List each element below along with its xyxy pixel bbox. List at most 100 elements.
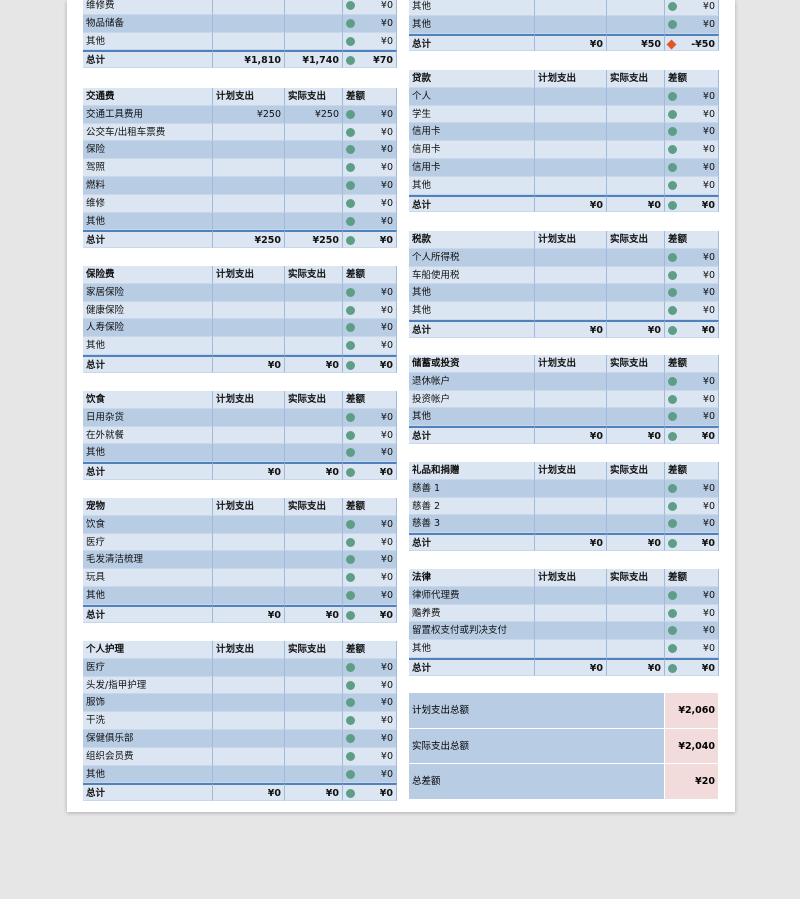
header-cell: 差额: [665, 355, 719, 373]
header-cell: 实际支出: [607, 231, 665, 249]
plan-cell: [535, 622, 607, 641]
cell-text: 实际支出: [288, 269, 327, 280]
cell-text: 总计: [412, 199, 432, 211]
diff-cell: ¥0: [343, 141, 397, 160]
diff-cell: ¥0: [665, 248, 719, 267]
cell-text: ¥0: [702, 126, 715, 138]
cell-text: 人寿保险: [86, 322, 125, 334]
actual-cell: [285, 337, 343, 355]
status-indicator: [668, 590, 677, 600]
cell-text: ¥0: [380, 679, 393, 691]
label-cell: 投资帐户: [409, 390, 535, 409]
actual-cell: [285, 426, 343, 445]
label-cell: 个人: [409, 87, 535, 106]
cell-text: ¥0: [379, 235, 393, 247]
cell-text: 在外就餐: [86, 429, 125, 441]
diff-cell: ¥0: [665, 372, 719, 391]
diff-cell: ¥0: [343, 426, 397, 445]
label-cell: 车船使用税: [409, 266, 535, 285]
cell-text: 总计: [412, 431, 432, 443]
diff-cell: ¥0: [665, 159, 719, 177]
header-cell: 宠物: [83, 498, 213, 516]
status-indicator: [346, 769, 355, 779]
plan-cell: [213, 444, 285, 463]
cell-text: ¥0: [380, 447, 393, 459]
total-actual: ¥50: [607, 33, 665, 52]
cell-text: 个人所得税: [412, 251, 460, 263]
total-plan: ¥0: [535, 426, 607, 444]
cell-text: 个人护理: [86, 644, 125, 655]
label-cell: 维修: [83, 194, 213, 213]
status-indicator: [668, 519, 677, 529]
cell-text: ¥0: [267, 788, 281, 800]
summary-label: 总差额: [409, 764, 665, 801]
actual-cell: [607, 497, 665, 516]
plan-cell: [213, 730, 285, 748]
status-indicator: [668, 145, 677, 155]
summary-label: 实际支出总额: [409, 728, 665, 765]
cell-text: ¥0: [380, 322, 393, 334]
status-indicator: [346, 145, 355, 155]
cell-text: ¥0: [380, 162, 393, 174]
cell-text: 总计: [86, 467, 106, 479]
cell-text: ¥0: [589, 663, 603, 674]
diff-cell: ¥0: [343, 765, 397, 784]
cell-text: 差额: [668, 572, 688, 583]
total-plan: ¥0: [535, 320, 607, 338]
cell-text: 实际支出: [610, 572, 649, 583]
cell-text: 贷款: [412, 73, 432, 84]
cell-text: 差额: [346, 91, 366, 102]
cell-text: ¥0: [702, 518, 715, 530]
label-cell: 燃料: [83, 177, 213, 195]
total-plan: ¥0: [213, 355, 285, 373]
cell-text: ¥0: [380, 411, 393, 423]
diff-cell: ¥0: [343, 587, 397, 605]
diff-cell: ¥0: [343, 319, 397, 338]
cell-text: 赡养费: [412, 607, 441, 619]
total-diff: ¥0: [665, 194, 719, 213]
total-actual: ¥0: [607, 194, 665, 213]
diff-cell: ¥0: [665, 515, 719, 534]
cell-text: 家居保险: [86, 286, 125, 298]
plan-cell: [213, 712, 285, 730]
status-indicator: [668, 394, 677, 404]
cell-text: 计划支出: [216, 644, 255, 655]
cell-text: ¥0: [702, 18, 715, 30]
status-indicator: [668, 163, 677, 172]
cell-text: ¥250: [314, 108, 339, 120]
actual-cell: [285, 569, 343, 587]
cell-text: ¥0: [380, 518, 393, 530]
plan-cell: [213, 587, 285, 605]
actual-cell: [285, 587, 343, 605]
total-diff: ¥0: [665, 320, 719, 338]
diff-cell: ¥0: [665, 87, 719, 106]
status-indicator: [668, 252, 677, 262]
status-indicator: [346, 109, 355, 119]
actual-cell: [607, 266, 665, 285]
cell-text: ¥0: [380, 750, 393, 762]
label-cell: 慈善 2: [409, 497, 535, 516]
status-indicator: [346, 198, 355, 208]
total-actual: ¥0: [285, 462, 343, 480]
cell-text: ¥0: [267, 467, 281, 479]
plan-cell: [213, 194, 285, 213]
plan-cell: [213, 141, 285, 160]
label-cell: 其他: [83, 32, 213, 51]
actual-cell: [285, 533, 343, 552]
header-cell: 实际支出: [607, 70, 665, 88]
cell-text: 慈善 2: [412, 500, 441, 512]
status-indicator: [346, 163, 355, 173]
total-actual: ¥0: [607, 533, 665, 551]
cell-text: ¥0: [589, 325, 603, 336]
cell-text: 组织会员费: [86, 750, 134, 762]
diff-cell: ¥0: [343, 444, 397, 463]
cell-text: 宠物: [86, 501, 106, 512]
label-cell: 驾照: [83, 159, 213, 177]
cell-text: ¥0: [380, 0, 393, 11]
label-cell: 人寿保险: [83, 319, 213, 338]
cell-text: 维修: [86, 197, 106, 209]
actual-cell: [607, 87, 665, 106]
status-indicator: [668, 376, 677, 386]
actual-cell: [285, 283, 343, 302]
